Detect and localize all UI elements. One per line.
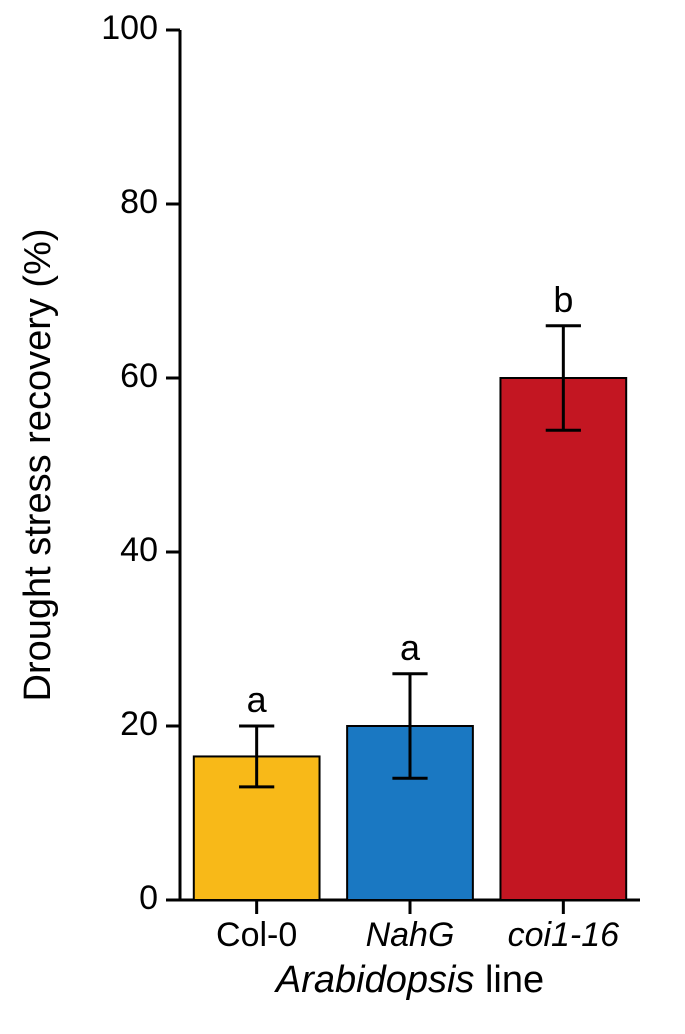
y-tick-label: 100 [101,9,158,47]
bar [500,378,626,900]
chart-svg: 0 20 40 60 80 100 Drought stress recovery (%) a… [0,0,685,1034]
x-tick-label: NahG [366,916,455,954]
x-axis-title: Arabidopsis line [274,959,544,1001]
y-tick-label: 60 [120,357,158,395]
y-tick-label: 0 [139,879,158,917]
x-tick-label: coi1-16 [508,916,620,954]
bar-chart: 0 20 40 60 80 100 Drought stress recovery (%) a… [0,0,685,1034]
x-tick-label: Col-0 [216,916,297,954]
y-tick-label: 40 [120,531,158,569]
significance-letter: b [553,279,573,320]
y-axis-title: Drought stress recovery (%) [17,228,59,701]
y-tick-label: 80 [120,183,158,221]
significance-letter: a [400,627,421,668]
y-tick-label: 20 [120,705,158,743]
significance-letter: a [247,679,268,720]
